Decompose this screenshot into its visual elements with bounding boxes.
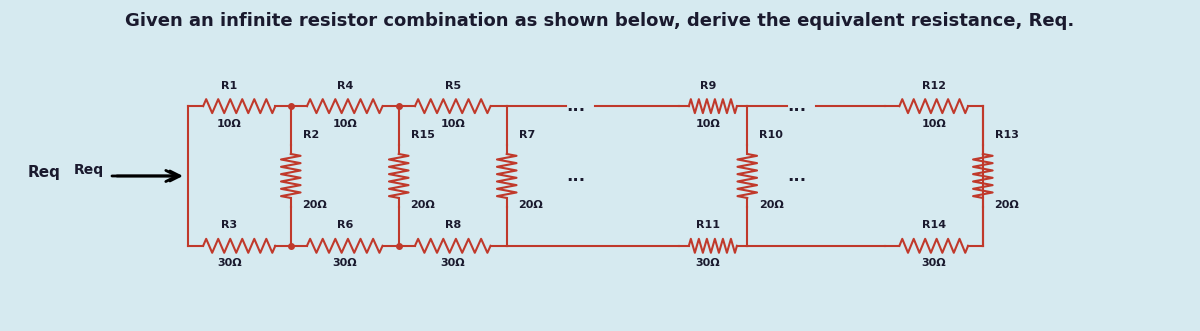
Text: 10Ω: 10Ω	[922, 119, 946, 129]
Text: 30Ω: 30Ω	[696, 259, 720, 268]
Text: Given an infinite resistor combination as shown below, derive the equivalent res: Given an infinite resistor combination a…	[125, 12, 1075, 30]
Text: R15: R15	[410, 130, 434, 140]
Text: R6: R6	[336, 220, 353, 230]
Text: Req: Req	[74, 164, 104, 177]
Text: R12: R12	[922, 81, 946, 91]
Text: R3: R3	[221, 220, 238, 230]
Text: 10Ω: 10Ω	[696, 119, 720, 129]
Text: 30Ω: 30Ω	[332, 259, 358, 268]
Text: 30Ω: 30Ω	[217, 259, 241, 268]
Text: R4: R4	[336, 81, 353, 91]
Text: Req: Req	[28, 165, 60, 180]
Text: R11: R11	[696, 220, 720, 230]
Text: 20Ω: 20Ω	[760, 200, 784, 211]
Text: R5: R5	[445, 81, 461, 91]
Text: R9: R9	[700, 81, 716, 91]
Text: 30Ω: 30Ω	[440, 259, 466, 268]
Text: ...: ...	[787, 167, 806, 185]
Text: R7: R7	[518, 130, 535, 140]
Text: R1: R1	[221, 81, 238, 91]
Text: ...: ...	[787, 97, 806, 115]
Text: 10Ω: 10Ω	[332, 119, 358, 129]
Text: 20Ω: 20Ω	[410, 200, 436, 211]
Text: 10Ω: 10Ω	[440, 119, 466, 129]
Text: R13: R13	[995, 130, 1019, 140]
Text: R10: R10	[760, 130, 782, 140]
Text: 20Ω: 20Ω	[518, 200, 544, 211]
Text: 20Ω: 20Ω	[995, 200, 1019, 211]
Text: 10Ω: 10Ω	[217, 119, 242, 129]
Text: R8: R8	[445, 220, 461, 230]
Text: R2: R2	[302, 130, 319, 140]
Text: ...: ...	[566, 97, 586, 115]
Text: 30Ω: 30Ω	[922, 259, 946, 268]
Text: R14: R14	[922, 220, 946, 230]
Text: ...: ...	[566, 167, 586, 185]
Text: 20Ω: 20Ω	[302, 200, 328, 211]
